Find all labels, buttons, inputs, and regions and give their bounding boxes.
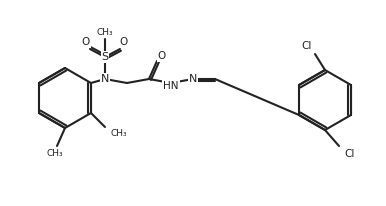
Text: O: O: [158, 51, 166, 61]
Text: CH₃: CH₃: [96, 27, 113, 36]
Text: N: N: [101, 74, 109, 84]
Text: O: O: [120, 37, 128, 47]
Text: HN: HN: [163, 81, 179, 91]
Text: Cl: Cl: [301, 41, 312, 51]
Text: S: S: [102, 52, 108, 62]
Text: CH₃: CH₃: [47, 150, 63, 158]
Text: N: N: [189, 74, 197, 84]
Text: CH₃: CH₃: [111, 130, 128, 138]
Text: Cl: Cl: [344, 149, 354, 159]
Text: O: O: [82, 37, 90, 47]
